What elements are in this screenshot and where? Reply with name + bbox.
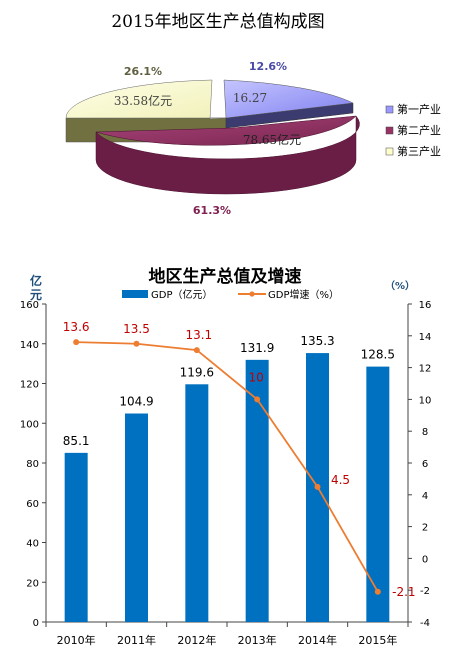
- line-value-label: 13.5: [123, 322, 150, 336]
- y-right-tick-label: 10: [419, 395, 432, 406]
- pie-value-label-first: 16.27: [233, 91, 267, 105]
- x-tick-label: 2010年: [57, 633, 96, 647]
- combo-legend: GDP（亿元） GDP增速（%）: [122, 288, 339, 301]
- bar[interactable]: [125, 413, 148, 622]
- pie-percent-label-second: 61.3%: [193, 204, 231, 217]
- line-series: [73, 339, 381, 595]
- combo-title: 地区生产总值及增速: [149, 266, 302, 287]
- pie-slice-second[interactable]: [95, 115, 357, 146]
- y-right-tick-label: 16: [419, 300, 432, 311]
- line-labels: 13.6 13.5 13.1 10 4.5 -2.1: [63, 320, 416, 599]
- line-value-label: 10: [249, 370, 264, 384]
- y-right-tick-label: 6: [422, 459, 428, 470]
- pie-slice-third[interactable]: [65, 79, 227, 120]
- pie-legend-swatch-first: [385, 105, 394, 114]
- pie-slice-first[interactable]: [223, 79, 354, 119]
- line-point[interactable]: [314, 483, 321, 490]
- pie-legend-label-second: 第二产业: [397, 123, 441, 137]
- y-left-tick-label: 20: [26, 578, 39, 589]
- line-point[interactable]: [374, 588, 381, 595]
- y-right-tick-label: -4: [420, 618, 430, 629]
- legend-line-label: GDP增速（%）: [268, 288, 339, 301]
- pie-legend-swatch-second: [385, 126, 394, 135]
- pie-slice-second-side: [95, 115, 360, 195]
- y-left-tick-label: 140: [20, 340, 39, 351]
- x-tick-label: 2013年: [238, 633, 277, 647]
- pie-value-label-second: 78.65亿元: [243, 132, 301, 147]
- y-left-tick-label: 160: [20, 300, 39, 311]
- legend-line-marker: [249, 291, 255, 297]
- combo-chart: 地区生产总值及增速 亿元 （%） GDP（亿元） GDP增速（%） 020406…: [20, 266, 431, 647]
- line-value-label: 13.1: [185, 328, 212, 342]
- line-point[interactable]: [133, 340, 140, 347]
- bar-value-label: 104.9: [119, 395, 153, 409]
- line-value-label: 13.6: [63, 320, 90, 334]
- y-right-tick-label: 4: [422, 491, 428, 502]
- line-point[interactable]: [254, 396, 261, 403]
- line-point[interactable]: [193, 347, 200, 354]
- y-left-ticks: 0 20 40 60 80 100 120 140 160: [20, 300, 46, 629]
- x-ticks: 2010年 2011年 2012年 2013年 2014年 2015年: [45, 622, 409, 647]
- bar-labels: 85.1 104.9 119.6 131.9 135.3 128.5: [63, 334, 395, 448]
- pie-percent-label-third: 26.1%: [124, 65, 162, 78]
- pie-title: 2015年地区生产总值构成图: [111, 12, 324, 32]
- x-tick-label: 2012年: [177, 633, 216, 647]
- y-right-tick-label: 12: [419, 364, 432, 375]
- pie-legend-label-third: 第三产业: [397, 144, 441, 158]
- pie-percent-label-first: 12.6%: [249, 60, 287, 73]
- pie-legend-swatch-third: [385, 147, 394, 156]
- y-right-ticks: -4 -2 0 2 4 6 8 10 12 14 16: [408, 300, 431, 629]
- bar[interactable]: [366, 366, 390, 622]
- bar-value-label: 128.5: [361, 348, 395, 362]
- y-left-tick-label: 120: [20, 380, 39, 391]
- y-left-tick-label: 40: [26, 539, 39, 550]
- bar[interactable]: [245, 359, 269, 622]
- y-right-unit: （%）: [385, 279, 415, 292]
- legend-bar-label: GDP（亿元）: [151, 288, 212, 301]
- y-right-tick-label: 0: [422, 554, 428, 565]
- bar[interactable]: [185, 384, 209, 622]
- y-left-tick-label: 0: [33, 618, 39, 629]
- y-left-tick-label: 100: [20, 419, 39, 430]
- y-right-tick-label: 14: [419, 332, 432, 343]
- y-right-tick-label: -2: [420, 586, 430, 597]
- pie-value-label-third: 33.58亿元: [114, 93, 172, 108]
- legend-bar-swatch: [122, 290, 148, 298]
- bar-value-label: 119.6: [180, 365, 214, 379]
- bar-value-label: 135.3: [300, 334, 334, 348]
- y-left-tick-label: 80: [26, 459, 39, 470]
- y-right-tick-label: 8: [422, 427, 428, 438]
- bar-value-label: 131.9: [240, 341, 274, 355]
- line-path: [76, 341, 379, 593]
- pie-legend: 第一产业 第二产业 第三产业: [385, 102, 441, 158]
- y-left-tick-label: 60: [26, 499, 39, 510]
- line-value-label: 4.5: [331, 473, 350, 487]
- pie-chart: 2015年地区生产总值构成图 16.27 33.58亿元 78.65亿元 12.…: [65, 12, 441, 217]
- pie-legend-label-first: 第一产业: [397, 102, 441, 116]
- line-point[interactable]: [73, 339, 80, 346]
- bar[interactable]: [64, 452, 88, 622]
- y-right-tick-label: 2: [422, 523, 428, 534]
- line-value-label: -2.1: [392, 585, 415, 599]
- x-tick-label: 2011年: [117, 633, 156, 647]
- bar-series: [64, 353, 390, 622]
- x-tick-label: 2015年: [358, 633, 397, 647]
- y-left-unit: 亿元: [30, 273, 42, 302]
- bar-value-label: 85.1: [63, 434, 90, 448]
- x-tick-label: 2014年: [298, 633, 337, 647]
